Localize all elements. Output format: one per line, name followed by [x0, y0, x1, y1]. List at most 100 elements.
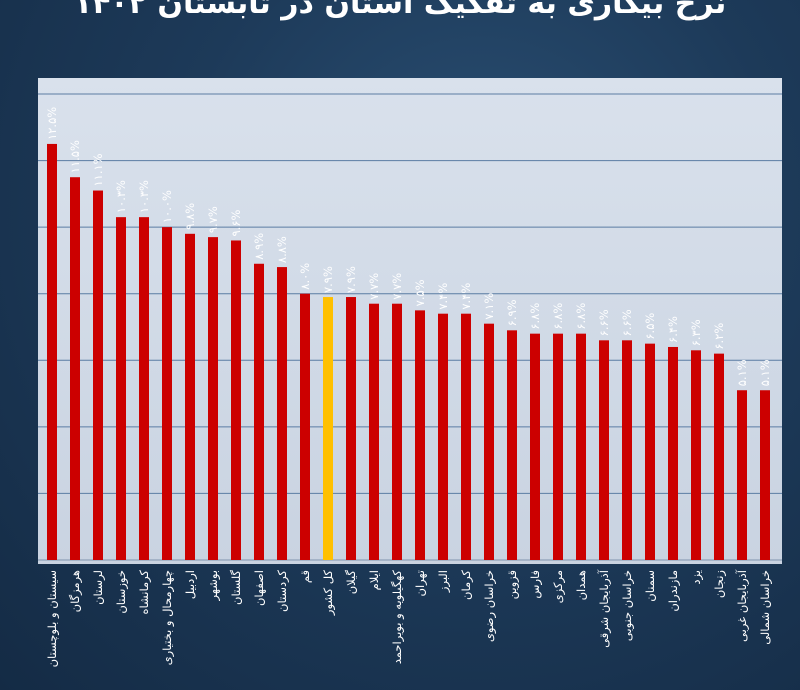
data-label: ۸.۰%: [298, 263, 312, 290]
category-label: سمنان: [643, 570, 657, 602]
category-label: مرکزی: [551, 570, 566, 603]
data-label: ۸.۹%: [252, 233, 266, 260]
category-label: کهگیلویه و بویراحمد: [390, 569, 405, 664]
data-label: ۷.۴%: [436, 283, 450, 310]
data-label: ۷.۱%: [482, 293, 496, 320]
category-label: اصفهان: [252, 570, 266, 606]
category-label: یزد: [689, 570, 704, 585]
category-label: بوشهر: [206, 570, 221, 601]
data-label: ۸.۸%: [275, 236, 289, 263]
data-label: ۷.۷%: [367, 273, 381, 300]
bar: [599, 340, 609, 560]
category-label: چهارمحال و بختیاری: [160, 570, 175, 665]
bar: [576, 333, 586, 560]
bars: [47, 143, 770, 561]
data-label: ۹.۸%: [183, 203, 197, 230]
bar: [645, 343, 655, 560]
data-label: ۵.۱%: [758, 359, 772, 386]
data-label: ۹.۶%: [229, 209, 243, 236]
data-label: ۹.۷%: [206, 206, 220, 233]
data-label: ۶.۲%: [712, 323, 726, 350]
bar: [93, 190, 103, 560]
data-label: ۶.۸%: [574, 303, 588, 330]
bar: [369, 303, 379, 560]
bar: [162, 227, 172, 560]
data-label: ۶.۵%: [643, 313, 657, 340]
bar: [714, 353, 724, 560]
bar: [622, 340, 632, 560]
data-label: ۶.۳%: [689, 319, 703, 346]
data-label: ۷.۹%: [321, 266, 335, 293]
category-label: خراسان شمالی: [758, 570, 773, 645]
data-label: ۶.۸%: [528, 303, 542, 330]
bar: [415, 310, 425, 560]
bar: [70, 177, 80, 560]
data-label: ۱۱.۱%: [91, 153, 105, 186]
bar: [346, 297, 356, 560]
bar: [691, 350, 701, 560]
data-label: ۷.۷%: [390, 273, 404, 300]
data-label: ۱۰.۳%: [137, 180, 151, 213]
data-label: ۱۰.۰%: [160, 190, 174, 223]
data-label: ۱۲.۵%: [45, 107, 59, 140]
bar: [323, 297, 333, 560]
category-label: قم: [298, 570, 312, 583]
bar: [530, 333, 540, 560]
data-label: ۶.۶%: [620, 309, 634, 336]
category-label: اردبیل: [183, 570, 198, 599]
bar: [507, 330, 517, 560]
bar: [139, 217, 149, 560]
bar: [231, 240, 241, 560]
data-label: ۶.۶%: [597, 309, 611, 336]
data-label: ۶.۸%: [551, 303, 565, 330]
category-label: گلستان: [229, 569, 243, 604]
bar: [116, 217, 126, 560]
category-label: سیستان و بلوچستان: [45, 570, 60, 667]
category-label: همدان: [574, 570, 588, 600]
data-label: ۵.۱%: [735, 359, 749, 386]
category-label: لرستان: [91, 570, 106, 605]
bar: [553, 333, 563, 560]
bar: [392, 303, 402, 560]
bar: [185, 233, 195, 561]
category-label: کرمانشاه: [137, 569, 152, 614]
bar: [760, 390, 770, 560]
bar: [47, 143, 57, 560]
data-labels: ۱۲.۵% ۱۱.۵% ۱۱.۱% ۱۰.۳% ۱۰.۳% ۱۰.۰% ۹.۸% ۹.۷% ۹.…: [45, 107, 772, 387]
bar: [254, 263, 264, 560]
category-label: البرز: [436, 570, 451, 593]
category-label: خوزستان: [114, 570, 129, 614]
data-label: ۱۰.۳%: [114, 180, 128, 213]
category-label: مازندران: [666, 570, 681, 612]
data-label: ۶.۹%: [505, 299, 519, 326]
category-labels: سیستان و بلوچستان هرمزگان لرستان خوزستان کرم…: [45, 569, 773, 667]
bar: [668, 346, 678, 560]
category-label: خراسان رضوی: [482, 570, 497, 642]
category-label: کرمان: [459, 569, 474, 599]
category-label: تهران: [413, 570, 428, 597]
category-label: قزوین: [505, 570, 520, 599]
category-label: خراسان جنوبی: [620, 570, 635, 641]
category-label: گیلان: [344, 569, 358, 594]
data-label: ۷.۵%: [413, 279, 427, 306]
category-label: کل کشور: [321, 569, 336, 616]
category-label: کردستان: [275, 569, 290, 612]
category-label: زنجان: [712, 570, 727, 598]
data-label: ۷.۴%: [459, 283, 473, 310]
bar: [737, 390, 747, 560]
category-label: فارس: [528, 570, 543, 599]
bar: [484, 323, 494, 560]
data-label: ۱۱.۵%: [68, 140, 82, 173]
chart-title: نرخ بیکاری به تفکیک استان در تابستان ۱۴۰…: [73, 0, 727, 21]
bar: [208, 237, 218, 560]
category-label: ایلام: [367, 570, 381, 590]
bar: [277, 267, 287, 560]
category-label: آذربایجان غربی: [735, 569, 750, 642]
category-label: هرمزگان: [68, 570, 83, 612]
category-label: آذربایجان شرقی: [597, 569, 612, 648]
data-label: ۶.۴%: [666, 316, 680, 343]
bar: [438, 313, 448, 560]
bar: [300, 293, 310, 560]
